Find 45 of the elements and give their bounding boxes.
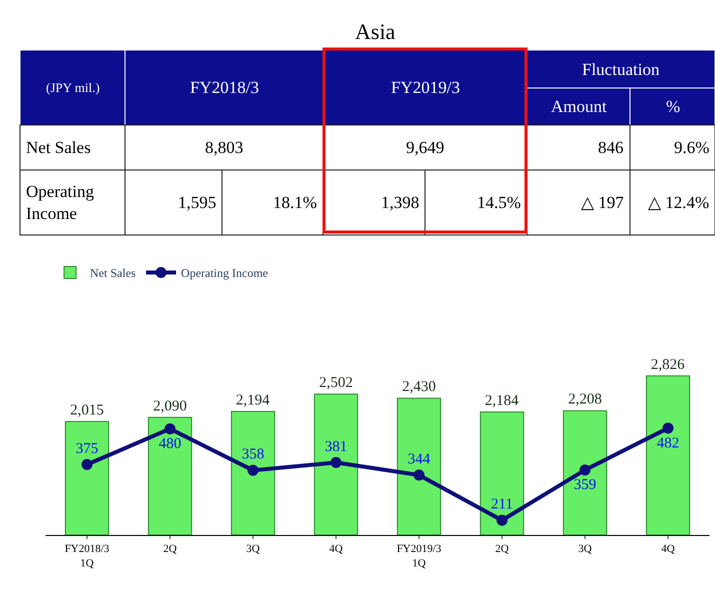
x-tick-label: 2Q bbox=[495, 543, 509, 556]
text: 8,803 bbox=[205, 138, 244, 157]
x-tick-label: 3Q bbox=[578, 543, 592, 556]
text: Net Sales bbox=[26, 138, 91, 157]
data-label: 480 bbox=[158, 436, 182, 452]
data-label: 2,090 bbox=[153, 398, 187, 414]
text: Asia bbox=[355, 19, 396, 44]
x-tick-label: 4Q bbox=[661, 543, 675, 556]
text: FY2018/3 bbox=[190, 78, 259, 97]
legend-label: Operating Income bbox=[181, 266, 268, 280]
text: 1,595 bbox=[178, 193, 216, 212]
data-label: 359 bbox=[574, 477, 596, 494]
data-label: 2,015 bbox=[70, 402, 104, 419]
text: Fluctuation bbox=[582, 60, 660, 79]
text: △ 12.4% bbox=[648, 193, 710, 212]
data-label: 2,194 bbox=[236, 392, 270, 408]
legend-label: Net Sales bbox=[90, 266, 136, 280]
text: 9.6% bbox=[674, 138, 710, 157]
x-tick-label: 4Q bbox=[329, 543, 343, 556]
data-label: 358 bbox=[242, 446, 264, 463]
data-label: 381 bbox=[324, 438, 348, 455]
x-tick-label: FY2019/3 1Q bbox=[396, 543, 442, 570]
text: 18.1% bbox=[273, 193, 317, 212]
data-label: 375 bbox=[76, 440, 98, 457]
data-label: 2,430 bbox=[402, 379, 436, 396]
data-label: 482 bbox=[656, 435, 680, 452]
text: Amount bbox=[551, 97, 607, 116]
text: (JPY mil.) bbox=[46, 80, 100, 95]
data-label: 211 bbox=[491, 496, 513, 513]
data-label: 2,184 bbox=[484, 393, 520, 410]
data-label: 2,208 bbox=[568, 392, 602, 408]
text: 1,398 bbox=[381, 193, 420, 212]
x-tick-label: FY2018/3 1Q bbox=[64, 543, 110, 570]
data-label: 344 bbox=[408, 451, 431, 468]
text: Operating Income bbox=[26, 182, 94, 224]
text: △ 197 bbox=[581, 193, 624, 212]
text: 14.5% bbox=[477, 193, 521, 212]
text: FY2019/3 bbox=[391, 78, 460, 97]
text: 846 bbox=[598, 138, 624, 157]
x-tick-label: 2Q bbox=[163, 543, 177, 556]
data-label: 2,502 bbox=[319, 375, 353, 392]
data-label: 2,826 bbox=[650, 356, 686, 373]
text: 9,649 bbox=[406, 138, 444, 157]
text: % bbox=[666, 97, 680, 116]
x-tick-label: 3Q bbox=[246, 543, 260, 556]
